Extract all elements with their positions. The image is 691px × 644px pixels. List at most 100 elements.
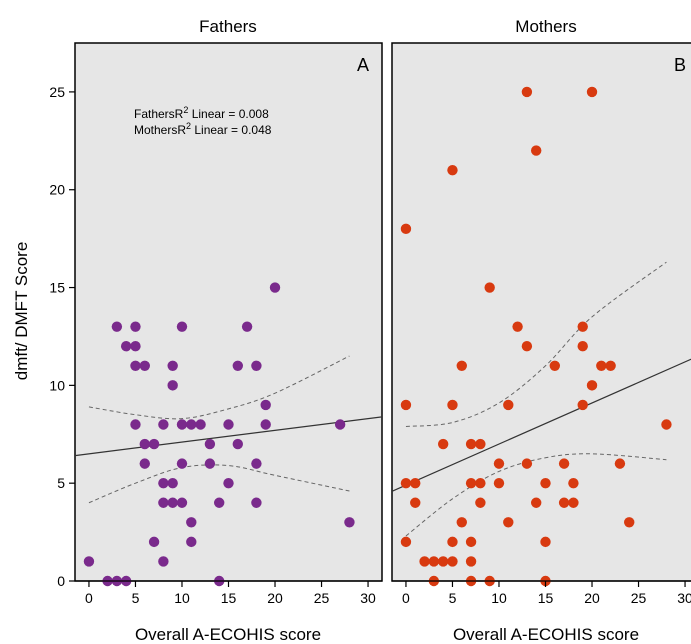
data-point-fathers (139, 458, 150, 469)
data-point-mothers (493, 477, 505, 489)
data-point-fathers (167, 380, 178, 391)
data-point-mothers (530, 497, 542, 508)
data-point-mothers (400, 477, 412, 489)
x-tick-label-mothers: 10 (491, 590, 507, 606)
ci-band-upper-fathers (88, 355, 350, 420)
data-point-fathers (139, 438, 150, 450)
r2-mothers-superscript: 2 (186, 121, 191, 131)
data-point-mothers (577, 341, 588, 352)
x-axis-fathers: 0 5 10 15 20 25 30 (75, 580, 382, 606)
r2-annotation-fathers: FathersR2 Linear = 0.008 (134, 105, 269, 121)
y-tick-label: 25 (49, 84, 65, 100)
data-point-fathers (158, 419, 169, 430)
data-point-mothers (475, 477, 486, 489)
data-point-mothers (465, 438, 477, 450)
data-point-fathers (176, 458, 188, 469)
data-point-mothers (540, 477, 551, 489)
data-point-fathers (167, 360, 178, 371)
r2-annotation-mothers: MothersR2 Linear = 0.048 (134, 121, 272, 137)
x-tick-label-mothers: 25 (631, 590, 647, 606)
data-point-mothers (437, 556, 449, 567)
data-point-mothers (558, 497, 570, 508)
x-tick-label-fathers: 0 (85, 590, 93, 606)
data-point-fathers (195, 419, 206, 430)
data-point-mothers (465, 556, 477, 567)
y-axis: 0 5 10 15 20 25 (49, 84, 75, 589)
x-tick-label-fathers: 25 (314, 590, 330, 606)
data-point-mothers (586, 86, 598, 98)
data-point-mothers (419, 556, 430, 567)
x-tick-label-mothers: 15 (538, 590, 554, 606)
y-tick-label: 5 (57, 475, 65, 491)
data-point-fathers (130, 419, 141, 430)
fit-line-fathers (74, 416, 383, 457)
data-point-fathers (223, 419, 234, 430)
x-tick-label-fathers: 10 (174, 590, 190, 606)
data-point-fathers (120, 341, 132, 352)
data-point-mothers (503, 399, 514, 411)
panel-fathers: A FathersR2 Linear = 0.008 MothersR2 Lin… (74, 42, 383, 587)
data-point-mothers (437, 438, 449, 450)
data-point-fathers (251, 458, 262, 469)
data-point-fathers (213, 497, 225, 508)
data-point-fathers (186, 419, 197, 430)
data-point-fathers (232, 360, 244, 371)
data-point-fathers (176, 497, 188, 508)
data-point-fathers (148, 438, 160, 450)
y-tick-label: 10 (49, 377, 65, 393)
r2-fathers-value: Linear = 0.008 (188, 107, 269, 121)
data-point-mothers (475, 438, 486, 450)
y-axis-title: dmft/ DMFT Score (12, 242, 31, 381)
x-tick-label-mothers: 30 (677, 590, 691, 606)
panel-mothers-background (391, 42, 691, 582)
x-axis-title-fathers: Overall A-ECOHIS score (135, 625, 321, 644)
data-point-fathers (269, 282, 281, 293)
data-point-mothers (624, 517, 635, 528)
data-point-mothers (549, 360, 561, 371)
data-point-fathers (241, 321, 253, 332)
data-point-mothers (521, 458, 533, 469)
data-point-fathers (344, 517, 355, 528)
x-axis-title-mothers: Overall A-ECOHIS score (453, 625, 639, 644)
ci-band-upper-mothers (405, 261, 667, 427)
data-point-fathers (251, 360, 262, 371)
fit-line-mothers (391, 358, 691, 492)
data-point-mothers (447, 556, 458, 567)
data-point-mothers (540, 536, 551, 548)
data-point-fathers (204, 438, 216, 450)
data-point-mothers (410, 477, 421, 489)
x-axis-mothers: 0 5 10 15 20 25 30 (392, 580, 691, 606)
data-point-mothers (503, 517, 514, 528)
data-point-mothers (475, 497, 486, 508)
data-point-mothers (456, 360, 467, 371)
r2-fathers-prefix: FathersR (134, 107, 184, 121)
data-point-mothers (568, 477, 579, 489)
x-tick-label-fathers: 20 (267, 590, 283, 606)
y-tick-label: 20 (49, 182, 65, 198)
panel-fathers-background (74, 42, 383, 582)
data-point-mothers (456, 517, 467, 528)
data-point-mothers (447, 536, 458, 548)
data-point-fathers (260, 399, 271, 411)
data-point-mothers (512, 321, 523, 332)
data-point-mothers (410, 497, 421, 508)
data-point-mothers (521, 341, 533, 352)
data-point-mothers (614, 458, 626, 469)
y-tick-label: 0 (57, 573, 65, 589)
data-point-mothers (586, 380, 598, 391)
data-point-fathers (130, 321, 141, 332)
data-point-fathers (260, 419, 271, 430)
data-point-mothers (447, 399, 458, 411)
x-tick-label-fathers: 15 (221, 590, 237, 606)
r2-mothers-prefix: MothersR (134, 123, 186, 137)
data-point-mothers (568, 497, 579, 508)
data-point-fathers (334, 419, 346, 430)
data-point-fathers (186, 536, 197, 548)
data-point-fathers (176, 321, 188, 332)
data-point-fathers (223, 477, 234, 489)
x-tick-label-mothers: 20 (584, 590, 600, 606)
strip-title-mothers: Mothers (515, 17, 576, 36)
panel-letter-a: A (357, 55, 369, 75)
data-point-mothers (400, 399, 412, 411)
